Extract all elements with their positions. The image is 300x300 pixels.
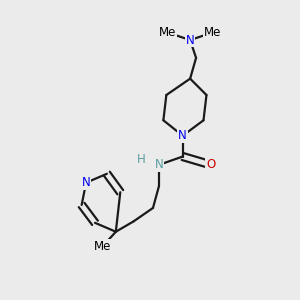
- Text: N: N: [178, 129, 187, 142]
- Text: Me: Me: [204, 26, 221, 39]
- Text: N: N: [154, 158, 163, 171]
- Text: N: N: [82, 176, 91, 189]
- Text: Me: Me: [159, 26, 176, 39]
- Text: Me: Me: [94, 240, 111, 253]
- Text: O: O: [206, 158, 216, 171]
- Text: H: H: [137, 153, 146, 166]
- Text: N: N: [186, 34, 194, 46]
